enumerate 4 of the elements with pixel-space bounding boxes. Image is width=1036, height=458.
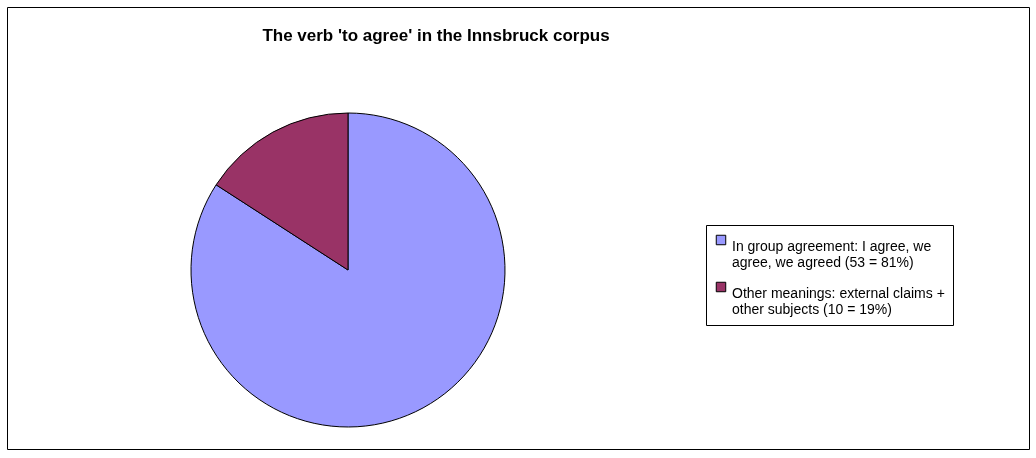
chart-title: The verb 'to agree' in the Innsbruck corpus [262,26,610,45]
legend-label: Other meanings: external claims + other subjects (10 = 19%) [732,285,945,317]
legend-label: In group agreement: I agree, we agree, we agreed (53 = 81%) [732,238,932,270]
pie-slice [190,112,506,428]
